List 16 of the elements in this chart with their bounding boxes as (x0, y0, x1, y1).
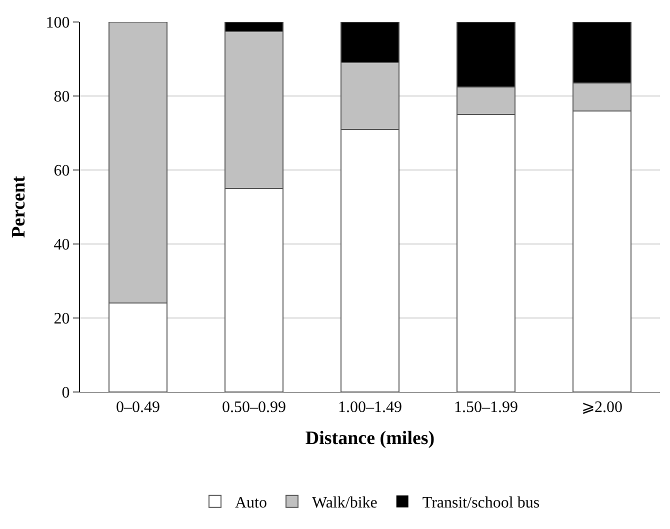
y-tick-label: 100 (46, 14, 70, 32)
y-axis-title: Percent (8, 175, 30, 238)
x-tick-label: 1.50–1.99 (454, 399, 518, 416)
x-tick-label: 0–0.49 (116, 399, 160, 416)
y-tick-label: 20 (54, 310, 70, 328)
x-tick-label: ⩾2.00 (582, 399, 622, 416)
legend-label: Walk/bike (312, 494, 378, 512)
y-tick-label: 60 (54, 162, 70, 180)
x-tick-label: 1.00–1.49 (338, 399, 402, 416)
y-tick-label: 0 (62, 384, 70, 402)
y-tick-label: 40 (54, 236, 70, 254)
legend-label: Transit/school bus (422, 494, 540, 512)
x-tick-label: 0.50–0.99 (222, 399, 286, 416)
x-axis-title: Distance (miles) (305, 428, 435, 449)
y-tick-label: 80 (54, 88, 70, 106)
legend-label: Auto (235, 494, 267, 512)
